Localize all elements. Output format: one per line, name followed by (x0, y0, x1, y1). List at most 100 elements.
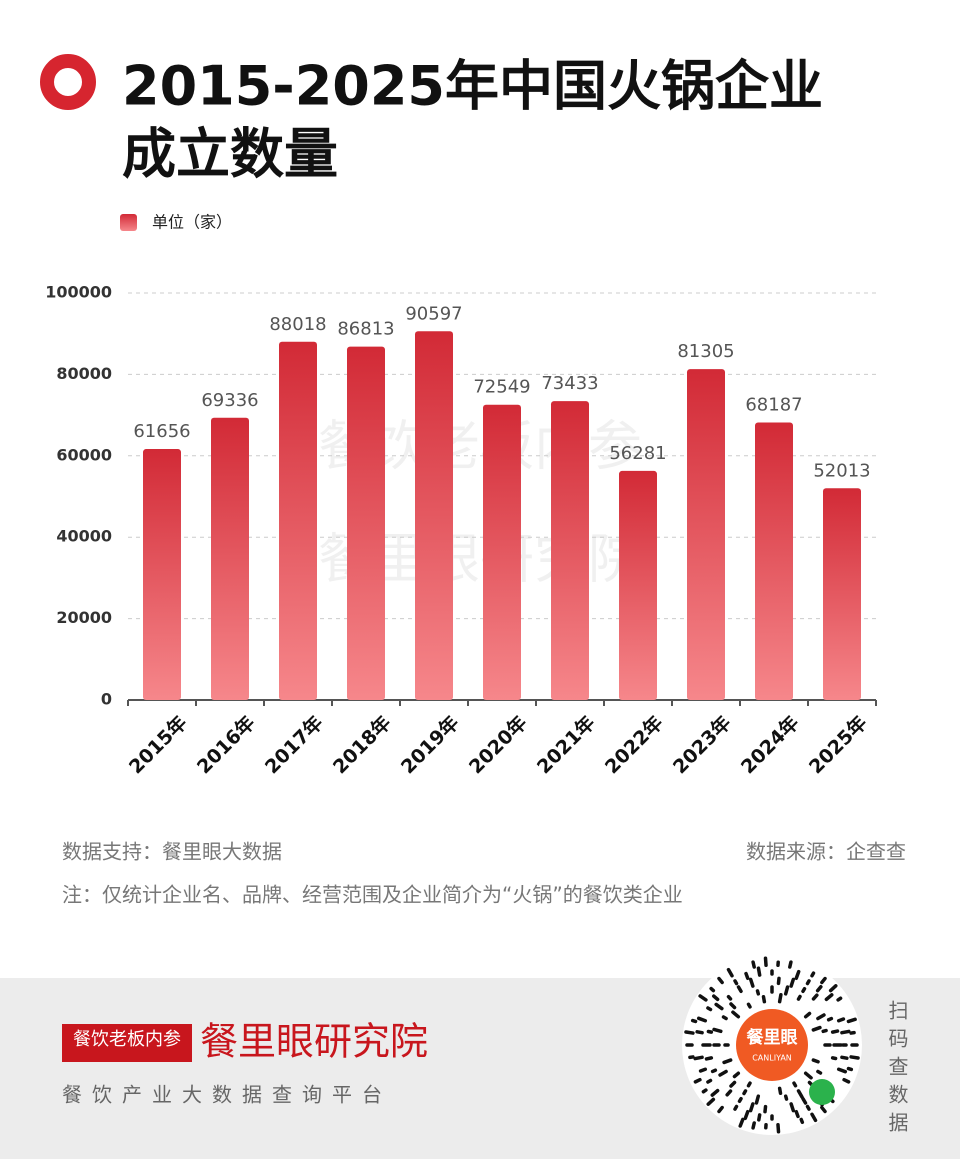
qr-dash (840, 1029, 851, 1035)
qr-dash (721, 1015, 728, 1021)
qr-dash (799, 1117, 805, 1125)
value-label: 81305 (677, 341, 734, 362)
qr-dash (751, 960, 756, 969)
qr-dash (815, 985, 823, 993)
qr-dash (783, 985, 790, 996)
qr-dash (776, 1123, 781, 1134)
qr-dash (777, 993, 783, 1004)
qr-dash (763, 956, 768, 967)
legend-label: 单位（家） (152, 213, 232, 232)
qr-dash (729, 1080, 737, 1088)
value-label: 68187 (745, 394, 802, 415)
logo-box (62, 1024, 192, 1062)
qr-sub: CANLIYAN (752, 1054, 792, 1063)
qr-dash (725, 1089, 733, 1097)
bar (687, 369, 725, 700)
value-label: 52013 (813, 460, 870, 481)
qr-dash (695, 1030, 704, 1035)
value-label: 90597 (405, 303, 462, 324)
qr-dash (757, 1113, 762, 1122)
qr-dash (698, 1067, 708, 1073)
qr-dash (810, 1112, 818, 1123)
source-right: 数据来源：企查查 (746, 840, 906, 864)
qr-dash (836, 1067, 848, 1074)
qr-dash (732, 1071, 741, 1079)
chart-title: 成立数量 (122, 123, 338, 186)
qr-dash (777, 1086, 783, 1096)
qr-dash (748, 1102, 755, 1113)
qr-dash (743, 1109, 750, 1121)
qr-dash (792, 1081, 798, 1088)
qr-dash (810, 971, 816, 978)
qr-dash (709, 986, 716, 993)
qr-dash (718, 1069, 728, 1077)
qr-dash (820, 1105, 827, 1114)
qr-dash (684, 1030, 695, 1035)
qr-dash (746, 1002, 752, 1009)
qr-dash (824, 993, 834, 1002)
qr-dash (698, 994, 708, 1002)
qr-dash (717, 1105, 724, 1114)
y-tick-label: 20000 (56, 608, 112, 627)
qr-dash (836, 1017, 846, 1023)
qr-dash (706, 1029, 714, 1034)
bar (619, 470, 657, 700)
qr-dash (733, 1104, 739, 1111)
qr-dash (742, 1089, 748, 1096)
qr-dash (821, 1028, 828, 1034)
value-label: 73433 (541, 373, 598, 394)
brand: 餐里眼研究院 (200, 1020, 428, 1064)
qr-name: 餐里眼 (747, 1027, 798, 1048)
qr-dash (754, 1094, 761, 1105)
qr-dash (830, 1029, 840, 1034)
qr-dash (789, 1102, 796, 1113)
qr-dash (744, 971, 750, 981)
qr-dash (763, 1104, 768, 1114)
qr-dash (816, 1013, 826, 1021)
qr-dash (706, 1006, 713, 1012)
qr-dash (846, 1066, 854, 1072)
qr-dash (733, 979, 739, 986)
note: 注：仅统计企业名、品牌、经营范围及企业简介为“火锅”的餐饮类企业 (62, 883, 683, 907)
y-tick-label: 80000 (56, 364, 112, 383)
bar (483, 404, 521, 700)
qr-dash (731, 1010, 741, 1019)
qr-dash (693, 1055, 704, 1061)
qr-dash (811, 1025, 822, 1032)
qr-dash (794, 969, 801, 981)
legend-swatch (120, 214, 137, 231)
qr-dash (690, 1018, 698, 1024)
logo: 餐饮老板内参 (73, 1029, 181, 1050)
qr-dash (826, 1016, 834, 1022)
qr-dash (706, 1078, 713, 1084)
qr-dash (704, 1056, 714, 1061)
qr-dash (738, 1117, 745, 1128)
y-tick-label: 0 (101, 690, 112, 709)
qr-dash (712, 994, 720, 1002)
value-label: 86813 (337, 319, 394, 340)
qr-dash (746, 1081, 752, 1088)
qr-dash (726, 994, 733, 1001)
qr-dash (828, 984, 838, 993)
bar (279, 341, 317, 700)
scan-hint: 扫码查数据 (885, 1000, 909, 1140)
qr-dash (840, 1055, 849, 1060)
qr-dash (710, 1068, 718, 1074)
qr-dash (842, 1077, 851, 1084)
qr-dash (693, 1077, 702, 1084)
slogan: 餐饮产业大数据查询平台 (62, 1083, 392, 1107)
qr-dash (846, 1017, 857, 1024)
qr-dash (803, 1011, 812, 1019)
qr-dash (803, 1071, 813, 1080)
qr-dash (748, 977, 755, 988)
qr-badge (809, 1079, 835, 1105)
qr-dash (717, 976, 724, 985)
bar (823, 488, 861, 700)
qr-dash (796, 1089, 804, 1099)
qr-dash (783, 1094, 789, 1101)
qr-dash (830, 1056, 838, 1061)
qr-dash (801, 1096, 808, 1105)
qr-dash (751, 1121, 756, 1130)
qr-dash (811, 993, 819, 1001)
qr-dash (794, 1109, 800, 1119)
